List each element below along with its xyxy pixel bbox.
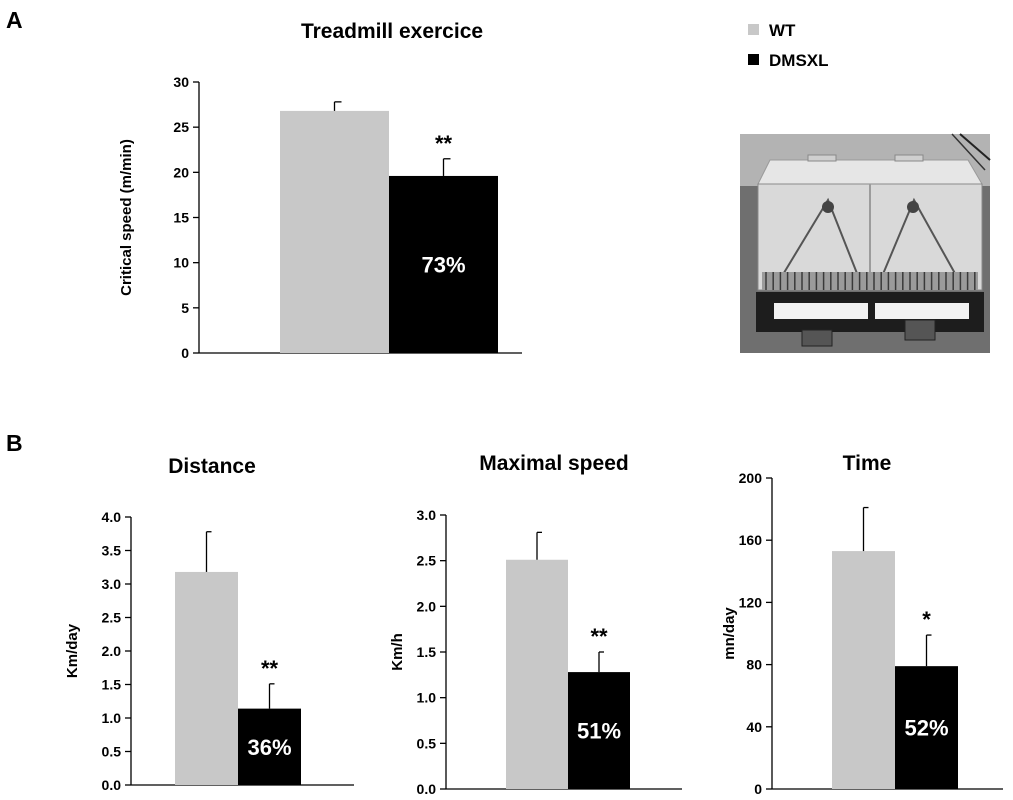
y-tick-label: 0 [181, 345, 189, 361]
chart-treadmill-exercice: Treadmill exercice Critical speed (m/min)… [118, 20, 522, 361]
photo-rail-right [877, 197, 963, 287]
significance-marker: ** [590, 624, 608, 649]
significance-marker: ** [435, 131, 453, 156]
bar-wt [175, 571, 238, 785]
legend-label-dmsxl: DMSXL [769, 51, 829, 70]
chart-title: Treadmill exercice [301, 20, 483, 43]
y-axis-label: Km/h [389, 633, 406, 671]
photo-lid [757, 159, 983, 185]
y-tick-label: 2.0 [102, 643, 122, 659]
legend: WT DMSXL [748, 21, 829, 70]
bar-percent-label: 51% [577, 719, 621, 744]
y-tick-label: 1.0 [417, 690, 437, 706]
bar-percent-label: 52% [904, 716, 948, 741]
photo-belt-lines [765, 272, 976, 290]
y-tick-label: 0 [754, 781, 762, 797]
y-tick-label: 0.5 [417, 735, 437, 751]
y-tick-label: 5 [181, 300, 189, 316]
legend-label-wt: WT [769, 21, 796, 40]
bar-wt [506, 559, 568, 789]
y-tick-label: 120 [739, 594, 763, 610]
y-tick-label: 2.5 [102, 610, 122, 626]
photo-rail-left [775, 197, 863, 287]
y-tick-label: 80 [746, 657, 762, 673]
photo-sensor-left [822, 201, 834, 213]
y-tick-label: 25 [173, 119, 189, 135]
y-tick-label: 15 [173, 210, 189, 226]
bar-percent-label: 36% [247, 735, 291, 760]
chart-distance: Distance Km/day 0.0 0.5 1.0 1.5 2.0 2.5 3.0 3.5 4.… [64, 455, 354, 793]
panel-label-a: A [6, 7, 23, 33]
y-tick-label: 2.5 [417, 553, 437, 569]
y-tick-label: 40 [746, 719, 762, 735]
bar-dmsxl [389, 175, 498, 353]
y-tick-label: 4.0 [102, 509, 122, 525]
photo-cable-2 [951, 133, 986, 171]
chart-title: Distance [168, 455, 256, 478]
photo-foot-left [801, 329, 833, 347]
photo-lid-handle-right [894, 154, 924, 162]
y-tick-label: 30 [173, 74, 189, 90]
photo-cable [959, 133, 991, 161]
y-tick-label: 200 [739, 470, 763, 486]
photo-foot-right [904, 319, 936, 341]
y-axis-label: Km/day [64, 623, 81, 678]
treadmill-photo [740, 133, 991, 353]
photo-base-panel-left [774, 303, 868, 319]
significance-marker: ** [261, 656, 279, 681]
chart-time: Time mn/day 0 40 80 120 160 200 * 52% [721, 452, 1003, 797]
bar-dmsxl [568, 672, 630, 789]
photo-base-panel-right [875, 303, 969, 319]
y-tick-label: 3.0 [102, 576, 122, 592]
y-tick-label: 20 [173, 164, 189, 180]
y-tick-label: 10 [173, 255, 189, 271]
y-tick-label: 0.0 [102, 777, 122, 793]
y-tick-label: 2.0 [417, 598, 437, 614]
chart-title: Time [843, 452, 892, 475]
y-tick-label: 3.0 [417, 507, 437, 523]
bar-wt [280, 110, 389, 353]
y-tick-label: 1.5 [417, 644, 437, 660]
legend-swatch-dmsxl [748, 54, 759, 65]
legend-swatch-wt [748, 24, 759, 35]
bar-percent-label: 73% [421, 252, 465, 277]
bar-wt [832, 551, 895, 789]
photo-sensor-right [907, 201, 919, 213]
y-tick-label: 3.5 [102, 543, 122, 559]
panel-label-b: B [6, 430, 23, 456]
bar-dmsxl [895, 666, 958, 789]
chart-maximal-speed: Maximal speed Km/h 0.0 0.5 1.0 1.5 2.0 2.5 3.0 **… [389, 452, 682, 797]
y-tick-label: 1.5 [102, 677, 122, 693]
y-tick-label: 0.5 [102, 744, 122, 760]
y-tick-label: 1.0 [102, 710, 122, 726]
y-axis-label: mn/day [721, 607, 738, 660]
y-axis-label: Critical speed (m/min) [118, 139, 135, 296]
y-tick-label: 160 [739, 532, 763, 548]
chart-title: Maximal speed [479, 452, 628, 475]
significance-marker: * [922, 607, 931, 632]
bar-dmsxl [238, 708, 301, 785]
photo-lid-handle-left [807, 154, 837, 162]
y-tick-label: 0.0 [417, 781, 437, 797]
